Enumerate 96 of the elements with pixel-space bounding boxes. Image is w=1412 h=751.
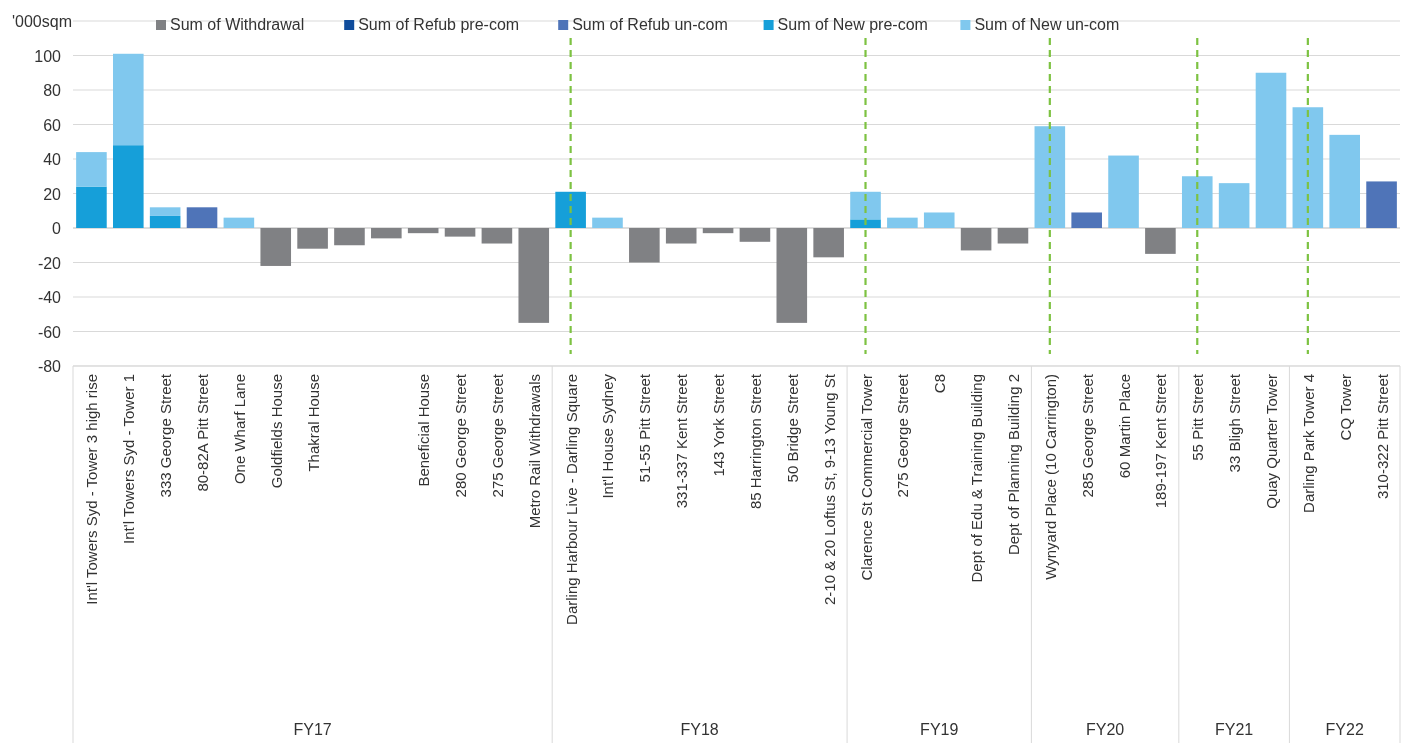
bar [629,228,660,263]
x-tick-label: 280 George Street [452,373,470,498]
x-tick-label: 80-82A Pitt Street [194,373,212,492]
y-axis-title: '000sqm [12,13,72,30]
x-tick-label: 51-55 Pitt Street [636,373,654,483]
text: FY19 [920,721,959,738]
x-tick-label: CQ Tower [1336,374,1354,441]
bar [887,217,918,228]
bar [186,207,218,228]
bar [297,228,328,249]
bar [76,186,107,228]
bar [76,152,107,187]
bar [1181,176,1213,228]
x-tick-label: Darling Harbour Live - Darling Square [562,374,580,625]
bar [149,215,181,228]
x-tick-label: Int'l Towers Syd - Tower 1 [120,374,138,544]
text: FY18 [680,721,719,738]
bar [776,228,808,323]
bar [665,228,697,244]
bar [1292,107,1324,228]
bar [850,191,881,220]
x-tick-label: Int'l House Sydney [599,373,617,499]
x-tick-label: 2-10 & 20 Loftus St, 9-13 Young St [820,373,838,606]
y-tick-label: 80 [43,82,62,99]
bar [997,228,1029,244]
y-tick-label: -60 [37,323,62,341]
bar [555,191,586,228]
text: FY17 [293,721,332,738]
legend-label: Sum of Refub pre-com [358,16,520,33]
y-tick-label: 60 [43,116,62,134]
x-tick-label: 85 Harrington Street [746,373,764,510]
x-tick-label: Goldfields House [267,374,285,489]
legend-label: Sum of Withdrawal [170,16,305,33]
x-tick-label: Quay Quarter Tower [1262,374,1280,509]
x-tick-label: Int'l Towers Syd - Tower 3 high rise [83,374,101,605]
text: FY20 [1085,721,1125,738]
bar [960,228,992,251]
x-tick-label: Darling Park Tower 4 [1299,374,1317,513]
x-tick-label: 33 Bligh Street [1226,373,1244,473]
x-tick-label: 275 George Street [894,373,912,498]
bar [1329,134,1360,228]
x-tick-label: Dept of Planning Building 2 [1004,374,1022,555]
bar [1145,228,1176,254]
bar [112,53,144,146]
x-tick-label: 55 Pitt Street [1189,373,1207,461]
x-tick-label: 50 Bridge Street [783,373,801,483]
bar [334,228,365,246]
x-tick-label: Metro Rail Withdrawals [525,374,543,529]
x-tick-label: Wynyard Place (10 Carrington) [1041,374,1059,580]
y-tick-label: 100 [34,47,62,65]
bar [1366,181,1397,228]
text: FY22 [1325,721,1364,738]
x-tick-label: Dept of Edu & Training Building [968,374,986,583]
bar [149,207,181,216]
x-tick-label: 60 Martin Place [1115,374,1133,479]
bar [518,228,550,323]
x-tick-label: Thakral House [304,374,322,472]
bar [260,228,292,266]
x-tick-label: C8 [931,374,949,394]
x-tick-label: 189-197 Kent Street [1152,373,1170,509]
bar [1218,183,1250,228]
bar [112,145,144,228]
x-tick-label: 310-322 Pitt Street [1373,373,1391,500]
legend-label: Sum of Refub un-com [572,16,728,33]
y-tick-label: 0 [52,220,62,237]
x-tick-label: 143 York Street [710,373,728,477]
y-tick-label: 20 [43,185,62,203]
x-tick-label: 275 George Street [488,373,506,498]
bar [1108,155,1139,228]
bar [444,228,476,237]
bar [407,228,439,234]
legend-label: Sum of New pre-com [777,16,928,33]
x-tick-label: One Wharf Lane [230,374,248,485]
bar [813,228,844,258]
bar [1071,212,1102,228]
bar [592,217,623,228]
bar [1034,126,1066,228]
bar [739,228,771,242]
y-tick-label: 40 [43,151,62,168]
x-tick-label: Beneficial House [415,374,433,487]
x-tick-label: 331-337 Kent Street [673,373,691,509]
y-tick-label: -80 [37,358,62,375]
bar [702,228,734,234]
legend-label: Sum of New un-com [974,16,1120,33]
bar [923,212,955,228]
x-tick-label: 285 George Street [1078,373,1096,498]
bar [223,217,255,228]
x-tick-label: 333 George Street [157,373,175,498]
y-tick-label: -20 [37,254,62,272]
text: FY21 [1215,721,1254,738]
bar [1255,72,1287,228]
y-tick-label: -40 [37,289,62,306]
bar [481,228,513,244]
x-tick-label: Clarence St Commercial Tower [857,374,875,581]
bar [850,219,881,228]
bar [371,228,402,239]
